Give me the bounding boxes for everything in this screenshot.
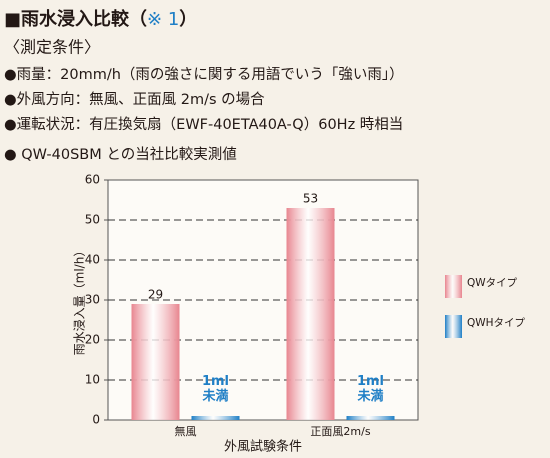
bar [191,416,240,420]
title-text: ■雨水浸入比較（ [4,8,147,30]
y-tick-label: 10 [85,373,100,387]
legend-swatch [445,315,462,338]
bar [286,208,335,420]
value-label: 29 [148,288,163,302]
value-label: 1ml 未満 [356,374,385,404]
y-tick-label: 20 [85,333,100,347]
title-ref: ※ 1 [147,9,179,30]
subtitle: 〈測定条件〉 [4,38,100,57]
y-tick-label: 30 [85,293,100,307]
y-tick-label: 0 [92,413,100,427]
x-tick-label: 無風 [175,424,197,438]
y-axis-label: 雨水浸入量（ml/h） [73,245,87,356]
title: ■雨水浸入比較（※ 1） [4,8,197,30]
condition: ●外風方向：無風、正面風 2m/s の場合 [4,91,265,108]
legend-label: QWHタイプ [467,317,526,329]
legend-label: QWタイプ [467,277,518,289]
legend-swatch [445,275,462,298]
bar [346,416,395,420]
title-close: ） [179,9,197,30]
y-tick-label: 40 [85,253,100,267]
value-label: 53 [303,192,318,206]
value-label: 1ml 未満 [201,374,230,404]
condition: ●運転状況：有圧換気扇（EWF-40ETA40A-Q）60Hz 時相当 [4,116,403,133]
y-tick-label: 60 [85,173,100,187]
value-label-box: 1ml 未満 [356,374,385,404]
condition: ●雨量：20mm/h（雨の強さに関する用語でいう「強い雨」） [4,66,404,83]
x-tick-label: 正面風2m/s [310,425,370,438]
x-axis-label: 外風試験条件 [224,439,302,455]
condition: ● QW-40SBM との当社比較実測値 [4,145,237,163]
y-tick-label: 50 [85,213,100,227]
bar [131,304,180,420]
value-label-box: 1ml 未満 [201,374,230,404]
